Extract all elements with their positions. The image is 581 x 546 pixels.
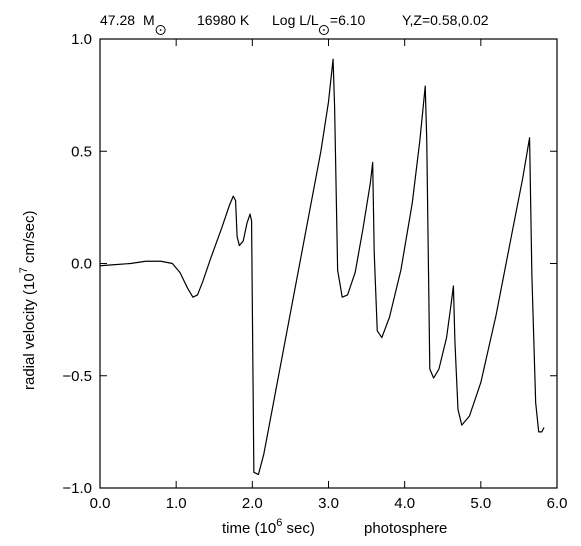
y-tick-label: −0.5 — [62, 368, 92, 385]
plot-frame — [99, 38, 558, 489]
title-temperature: 16980 K — [197, 12, 250, 28]
x-axis-label-prefix: time (10 — [222, 520, 276, 537]
x-tick-label: 5.0 — [470, 495, 491, 512]
title-mass-unit: M — [143, 12, 155, 28]
y-tick-label: −1.0 — [62, 480, 92, 497]
y-axis-label-suffix: cm/sec) — [21, 210, 38, 267]
title-composition: Y,Z=0.58,0.02 — [402, 12, 489, 28]
x-axis-label: time (106 sec) — [222, 517, 315, 537]
title-luminosity-value: =6.10 — [330, 12, 366, 28]
x-tick-label: 4.0 — [394, 495, 415, 512]
y-tick-label: 0.0 — [71, 256, 92, 273]
x-axis-label-suffix: sec) — [282, 520, 315, 537]
svg-text:47.28 M: 47.28 M — [100, 12, 155, 28]
y-axis-label: radial velocity (107 cm/sec) — [18, 210, 38, 390]
title-mass: 47.28 — [100, 12, 135, 28]
x-tick-label: 2.0 — [242, 495, 263, 512]
chart-title: 47.28 M 16980 K Log L/L =6.10 Y,Z=0.58,0… — [100, 12, 489, 35]
x-axis-label-exponent: 6 — [276, 517, 282, 529]
x-axis: 0.0 1.0 2.0 3.0 4.0 5.0 6.0 — [90, 39, 568, 512]
y-axis: −1.0 −0.5 0.0 0.5 1.0 — [62, 31, 557, 497]
x-tick-label: 1.0 — [166, 495, 187, 512]
x-tick-label: 6.0 — [547, 495, 568, 512]
y-axis-label-exponent: 7 — [18, 267, 30, 273]
x-tick-label: 3.0 — [318, 495, 339, 512]
x-tick-label: 0.0 — [90, 495, 111, 512]
x-axis-note: photosphere — [364, 520, 447, 537]
y-tick-label: 0.5 — [71, 143, 92, 160]
y-tick-label: 1.0 — [71, 31, 92, 48]
sun-symbol-icon — [155, 25, 166, 35]
title-luminosity-prefix: Log L/L — [272, 12, 319, 28]
sun-symbol-icon — [318, 25, 329, 35]
series-line-radial-velocity — [99, 58, 545, 476]
y-axis-label-prefix: radial velocity (10 — [21, 273, 38, 390]
